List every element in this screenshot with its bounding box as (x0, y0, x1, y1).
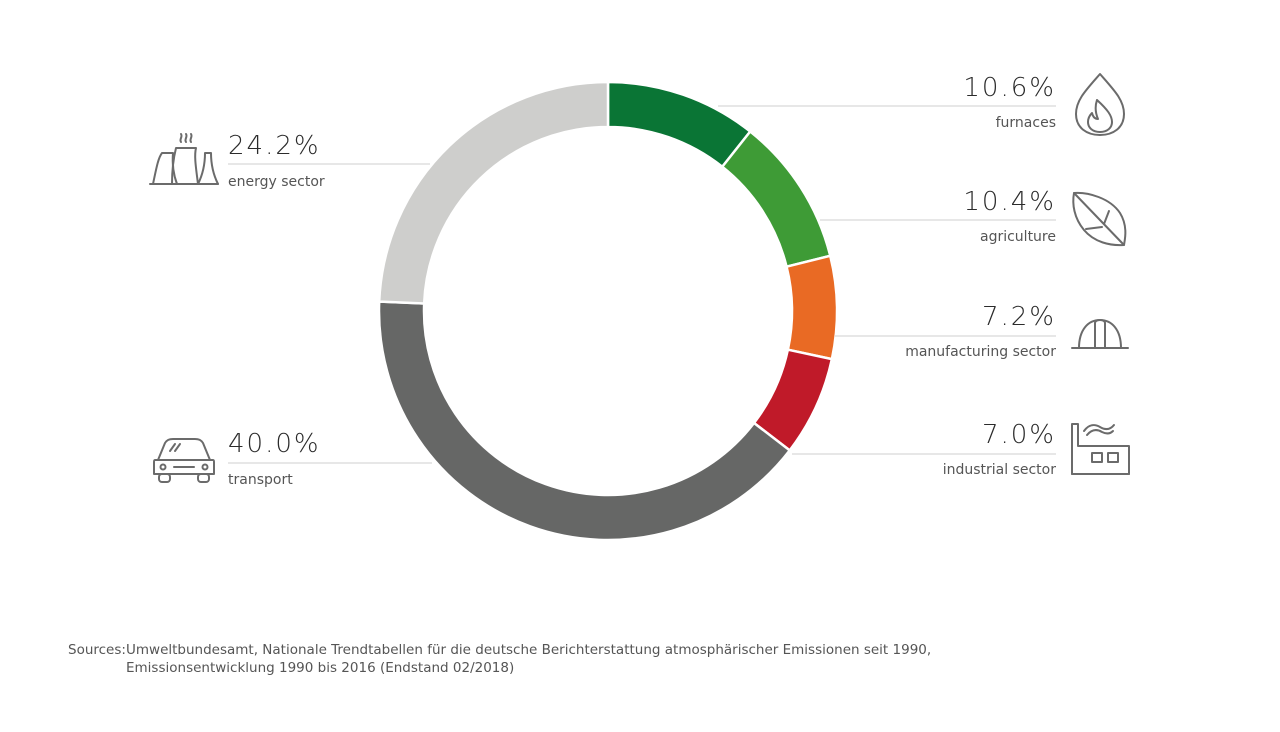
data-label-furnaces-value: 10.6% (963, 73, 1056, 103)
data-label-transport-name: transport (228, 472, 293, 488)
donut-segment-transport (377, 300, 792, 542)
data-label-agriculture-name: agriculture (980, 229, 1056, 245)
sources-line-2: Emissionsentwicklung 1990 bis 2016 (Ends… (126, 660, 515, 676)
donut-ring (377, 80, 839, 542)
data-label-industrial-name: industrial sector (943, 462, 1057, 478)
hard-hat-icon (1071, 319, 1129, 349)
data-label-industrial-value: 7.0% (982, 420, 1056, 450)
data-label-furnaces-name: furnaces (996, 115, 1056, 131)
leaf-icon (1072, 191, 1127, 247)
data-label-manufacturing-name: manufacturing sector (905, 344, 1056, 360)
donut-segment-agriculture (720, 129, 832, 269)
sources-note: Sources:Umweltbundesamt, Nationale Trend… (68, 641, 931, 677)
power-plant-icon (149, 133, 219, 185)
sources-line-1: Umweltbundesamt, Nationale Trendtabellen… (126, 642, 932, 658)
data-label-energy-name: energy sector (228, 174, 325, 190)
data-label-agriculture-value: 10.4% (963, 187, 1056, 217)
donut-segment-furnaces (606, 80, 752, 169)
data-label-energy-value: 24.2% (228, 131, 321, 161)
data-label-manufacturing-value: 7.2% (982, 302, 1056, 332)
sources-label: Sources: (68, 642, 126, 658)
flame-icon (1075, 73, 1125, 136)
car-icon (153, 438, 215, 483)
factory-icon (1071, 423, 1130, 475)
donut-segment-manufacturing-sector (785, 254, 839, 361)
data-label-transport-value: 40.0% (228, 429, 321, 459)
donut-segment-energy-sector (377, 80, 610, 305)
